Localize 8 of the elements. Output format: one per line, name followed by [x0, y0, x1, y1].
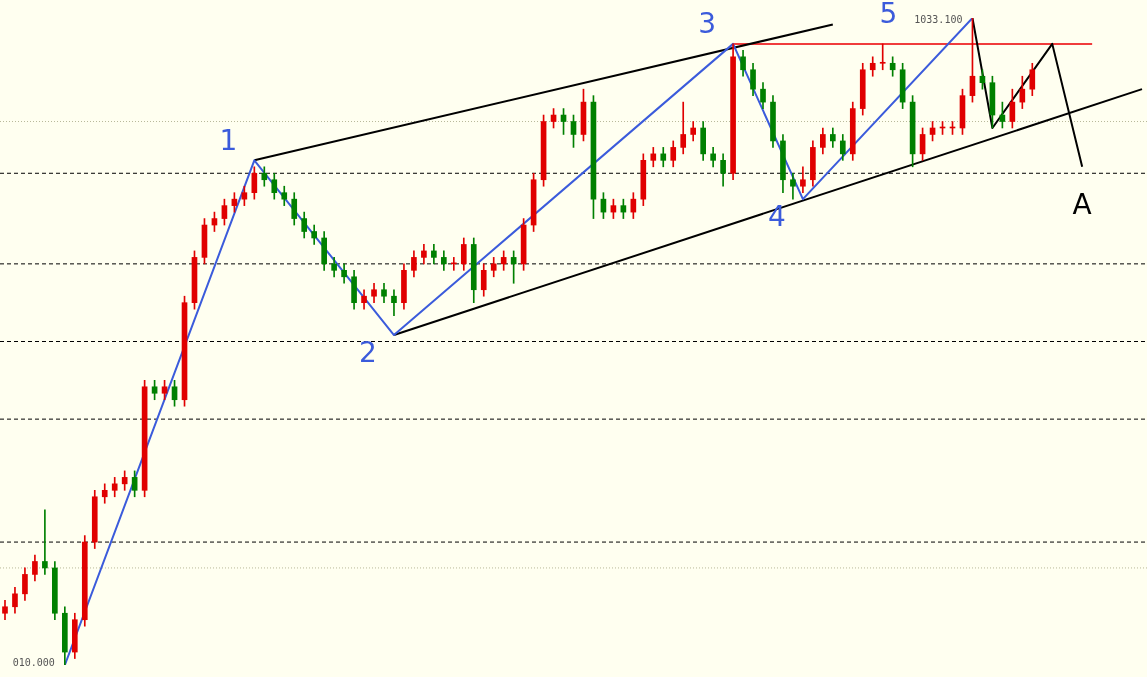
annotation: 010.000 — [12, 656, 55, 668]
annotation: 1 — [219, 123, 238, 157]
annotation: 2 — [359, 336, 377, 370]
annotation: A — [1072, 188, 1092, 222]
annotation: 3 — [698, 7, 716, 41]
annotation: 4 — [767, 200, 786, 234]
annotation: 5 — [879, 0, 898, 31]
annotation: 1033.100 — [914, 13, 963, 25]
